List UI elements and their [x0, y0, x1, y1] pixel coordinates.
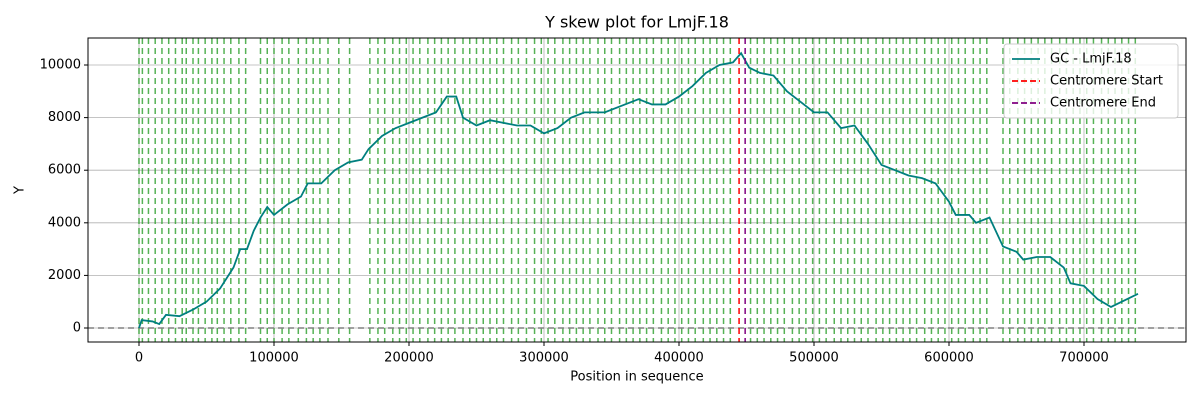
y-tick-label: 4000 [48, 215, 81, 230]
x-tick-label: 300000 [519, 351, 569, 366]
x-tick-label: 100000 [249, 351, 299, 366]
y-tick-label: 8000 [48, 110, 81, 125]
chart-title: Y skew plot for LmjF.18 [544, 13, 729, 32]
x-tick-label: 400000 [654, 351, 704, 366]
x-tick-label: 500000 [789, 351, 839, 366]
data-line [138, 51, 1139, 329]
legend: GC - LmjF.18 Centromere Start Centromere E… [1003, 43, 1179, 119]
y-tick-label: 2000 [48, 268, 81, 283]
y-tick-label: 0 [73, 321, 81, 336]
x-tick-label: 700000 [1059, 351, 1109, 366]
y-tick-label: 10000 [40, 58, 81, 73]
legend-label: GC - LmjF.18 [1050, 52, 1132, 67]
axes-frame [87, 37, 1187, 343]
legend-label: Centromere End [1050, 96, 1156, 111]
plot-area [88, 38, 1186, 342]
legend-label: Centromere Start [1050, 74, 1163, 89]
y-tick-label: 6000 [48, 163, 81, 178]
legend-box [1003, 43, 1179, 119]
x-tick-label: 200000 [384, 351, 434, 366]
x-tick-label: 0 [135, 351, 143, 366]
y-axis-label: Y [13, 186, 28, 195]
x-tick-label: 600000 [924, 351, 974, 366]
x-axis-label: Position in sequence [570, 370, 703, 385]
